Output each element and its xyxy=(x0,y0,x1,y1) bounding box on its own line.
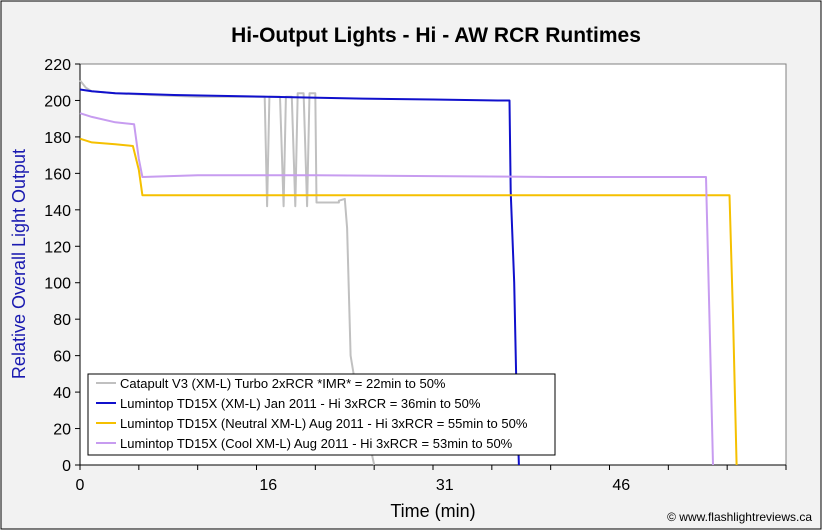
x-axis-label: Time (min) xyxy=(390,501,475,521)
legend: Catapult V3 (XM-L) Turbo 2xRCR *IMR* = 2… xyxy=(87,373,556,456)
y-tick-label: 0 xyxy=(62,458,71,475)
legend-box xyxy=(87,373,556,456)
series-line-1 xyxy=(79,79,376,466)
y-tick-label: 200 xyxy=(44,93,71,110)
series-line-4 xyxy=(79,112,714,466)
x-tick-label: 46 xyxy=(612,477,630,494)
x-tick-label: 31 xyxy=(436,477,454,494)
chart-title: Hi-Output Lights - Hi - AW RCR Runtimes xyxy=(231,24,641,47)
y-tick-label: 120 xyxy=(44,239,71,256)
series-layer xyxy=(79,79,738,466)
legend-label-3: Lumintop TD15X (Neutral XM-L) Aug 2011 -… xyxy=(120,416,528,431)
y-tick-label: 220 xyxy=(44,57,71,74)
y-axis-label: Relative Overall Light Output xyxy=(9,149,29,379)
y-tick-label: 40 xyxy=(53,385,71,402)
y-tick-label: 60 xyxy=(53,349,71,366)
y-tick-label: 20 xyxy=(53,422,71,439)
y-tick-label: 180 xyxy=(44,130,71,147)
legend-label-1: Catapult V3 (XM-L) Turbo 2xRCR *IMR* = 2… xyxy=(120,376,446,391)
y-tick-label: 100 xyxy=(44,276,71,293)
y-tick-label: 160 xyxy=(44,166,71,183)
x-tick-label: 0 xyxy=(76,477,85,494)
legend-label-2: Lumintop TD15X (XM-L) Jan 2011 - Hi 3xRC… xyxy=(120,396,481,411)
x-tick-label: 16 xyxy=(259,477,277,494)
series-line-2 xyxy=(79,88,520,466)
watermark-text: © www.flashlightreviews.ca xyxy=(667,510,812,524)
x-axis: 0 16 31 46 xyxy=(76,465,787,494)
legend-label-4: Lumintop TD15X (Cool XM-L) Aug 2011 - Hi… xyxy=(120,436,513,451)
y-tick-label: 140 xyxy=(44,203,71,220)
y-tick-label: 80 xyxy=(53,312,71,329)
y-axis: 0 20 40 60 80 100 120 140 160 180 200 220 xyxy=(44,57,80,475)
series-line-3 xyxy=(79,137,738,466)
